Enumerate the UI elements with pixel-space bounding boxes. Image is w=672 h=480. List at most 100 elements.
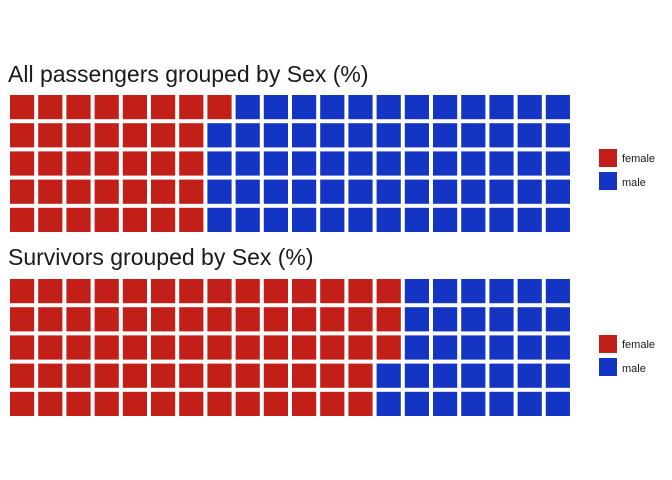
legend-swatch-male: [599, 358, 617, 376]
waffle-cell-male: [207, 123, 232, 148]
waffle-cell-male: [404, 391, 429, 416]
waffle-cell-male: [263, 207, 288, 232]
waffle-cell-male: [320, 95, 345, 120]
waffle-cell-female: [292, 391, 317, 416]
waffle-cell-male: [292, 95, 317, 120]
waffle-cell-female: [320, 279, 345, 304]
waffle-cell-female: [292, 335, 317, 360]
waffle-cell-female: [207, 335, 232, 360]
waffle-cell-male: [404, 363, 429, 388]
waffle-cell-female: [94, 391, 119, 416]
waffle-cell-male: [404, 307, 429, 332]
waffle-cell-female: [94, 179, 119, 204]
waffle-cells: [10, 279, 570, 416]
waffle-cells: [10, 95, 570, 232]
waffle-cell-female: [320, 363, 345, 388]
waffle-cell-male: [545, 207, 570, 232]
waffle-cell-male: [461, 179, 486, 204]
waffle-cell-male: [263, 151, 288, 176]
waffle-chart-survivors: Survivors grouped by Sex (%) female male: [8, 244, 655, 416]
waffle-cell-female: [235, 279, 260, 304]
waffle-cell-male: [292, 151, 317, 176]
waffle-panel: [8, 93, 572, 231]
waffle-cell-female: [348, 307, 373, 332]
waffle-cell-female: [151, 151, 176, 176]
waffle-cell-female: [207, 95, 232, 120]
waffle-cell-male: [517, 95, 542, 120]
waffle-cell-male: [433, 307, 458, 332]
waffle-cell-female: [207, 391, 232, 416]
waffle-cell-female: [179, 391, 204, 416]
waffle-cell-male: [404, 335, 429, 360]
waffle-cell-male: [489, 391, 514, 416]
waffle-cell-female: [38, 207, 63, 232]
waffle-cell-male: [545, 391, 570, 416]
waffle-cell-female: [263, 363, 288, 388]
waffle-cell-female: [179, 335, 204, 360]
waffle-cell-female: [38, 279, 63, 304]
waffle-cell-female: [207, 307, 232, 332]
waffle-cell-female: [122, 363, 147, 388]
legend-item-female: female: [599, 149, 655, 167]
waffle-cell-female: [151, 179, 176, 204]
waffle-cell-male: [433, 151, 458, 176]
legend: female male: [599, 335, 655, 376]
waffle-cell-male: [461, 151, 486, 176]
waffle-cell-male: [376, 207, 401, 232]
waffle-cell-female: [122, 391, 147, 416]
waffle-cell-male: [545, 279, 570, 304]
waffle-cell-male: [433, 123, 458, 148]
waffle-cell-female: [10, 123, 35, 148]
waffle-cell-female: [66, 95, 91, 120]
waffle-cell-female: [38, 335, 63, 360]
waffle-cell-male: [461, 363, 486, 388]
waffle-cell-male: [404, 123, 429, 148]
waffle-cell-female: [320, 335, 345, 360]
waffle-cell-male: [376, 95, 401, 120]
waffle-cell-male: [489, 151, 514, 176]
waffle-cell-female: [94, 123, 119, 148]
waffle-cell-female: [179, 123, 204, 148]
waffle-cell-male: [404, 207, 429, 232]
waffle-cell-female: [179, 363, 204, 388]
waffle-cell-male: [348, 207, 373, 232]
legend-label-male: male: [622, 363, 646, 375]
waffle-cell-female: [66, 363, 91, 388]
waffle-cell-female: [122, 335, 147, 360]
waffle-cell-female: [10, 95, 35, 120]
waffle-cell-female: [207, 363, 232, 388]
waffle-cell-female: [122, 151, 147, 176]
waffle-cell-female: [348, 279, 373, 304]
waffle-cell-female: [235, 363, 260, 388]
waffle-cell-male: [433, 279, 458, 304]
waffle-cell-male: [348, 179, 373, 204]
waffle-cell-female: [10, 363, 35, 388]
waffle-cell-male: [517, 279, 542, 304]
waffle-cell-female: [122, 207, 147, 232]
legend-item-male: male: [599, 358, 646, 376]
waffle-cell-male: [376, 179, 401, 204]
waffle-cell-female: [320, 391, 345, 416]
waffle-cell-female: [179, 95, 204, 120]
chart-title: All passengers grouped by Sex (%): [8, 61, 369, 87]
waffle-cell-female: [151, 335, 176, 360]
waffle-cell-female: [66, 207, 91, 232]
waffle-cell-female: [376, 307, 401, 332]
waffle-cell-male: [517, 335, 542, 360]
waffle-cell-male: [404, 151, 429, 176]
legend-label-female: female: [622, 339, 655, 351]
legend: female male: [599, 149, 655, 190]
waffle-cell-female: [122, 279, 147, 304]
waffle-cell-male: [320, 123, 345, 148]
waffle-cell-male: [517, 391, 542, 416]
waffle-cell-male: [545, 151, 570, 176]
waffle-cell-female: [376, 279, 401, 304]
waffle-cell-male: [376, 123, 401, 148]
waffle-cell-female: [122, 179, 147, 204]
waffle-cell-female: [38, 123, 63, 148]
waffle-cell-female: [263, 391, 288, 416]
legend-swatch-female: [599, 149, 617, 167]
waffle-cell-male: [348, 151, 373, 176]
waffle-cell-male: [404, 179, 429, 204]
waffle-cell-male: [235, 151, 260, 176]
